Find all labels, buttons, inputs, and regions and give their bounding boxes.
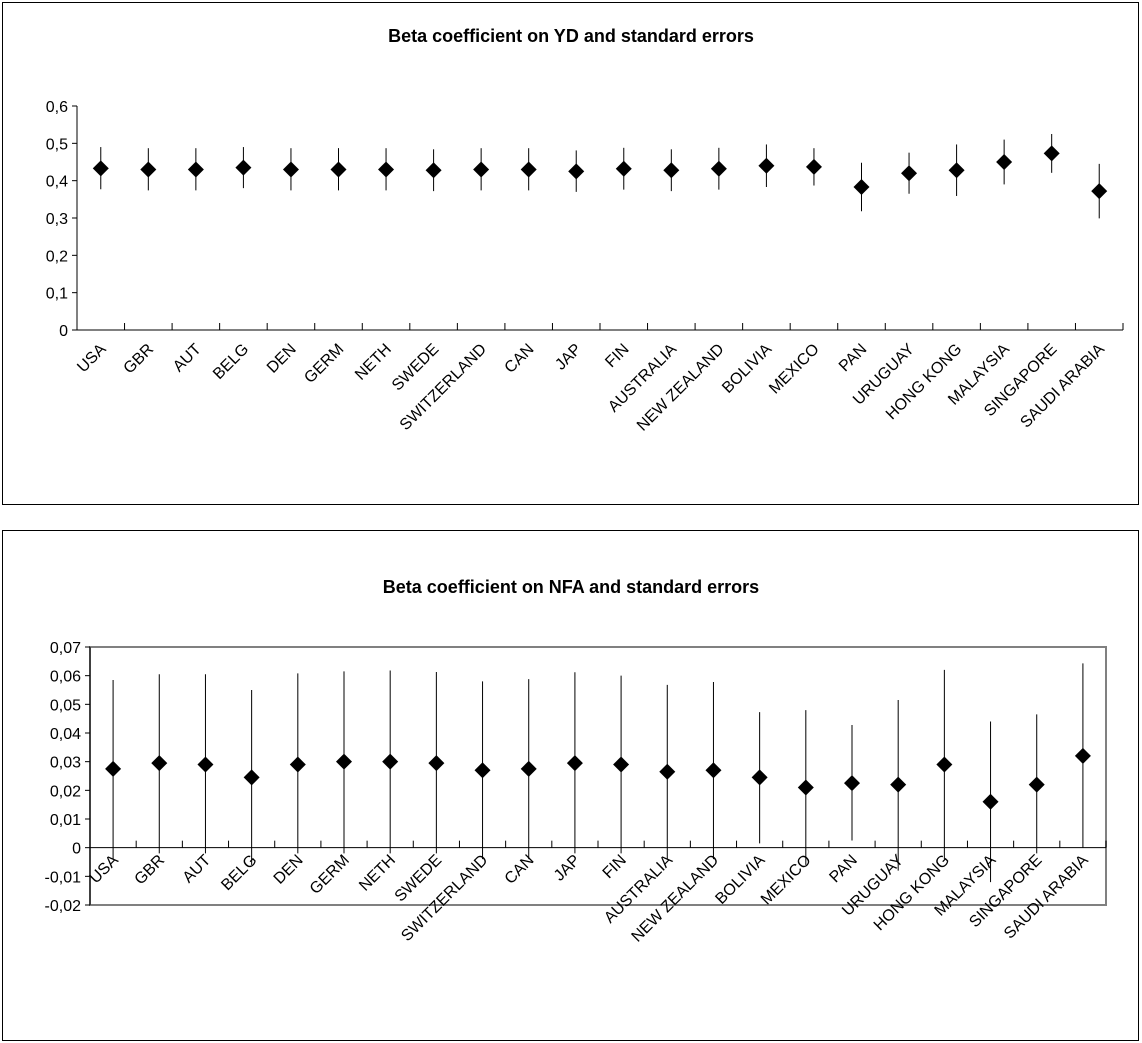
y-tick-label: 0,4 <box>46 174 68 191</box>
data-point <box>289 756 306 773</box>
data-point <box>473 161 490 178</box>
y-tick-label: 0 <box>72 841 81 858</box>
data-point <box>382 753 399 770</box>
data-point <box>710 160 727 177</box>
data-point <box>105 760 122 777</box>
data-point <box>1091 183 1108 200</box>
x-tick-label: JAP <box>552 341 585 374</box>
y-tick-label: 0,05 <box>50 697 81 714</box>
y-tick-label: 0,5 <box>46 136 68 153</box>
data-point <box>566 755 583 772</box>
x-tick-label: JAP <box>551 852 584 885</box>
x-tick-label: SWITZERLAND <box>397 341 490 434</box>
x-tick-label: BOLIVIA <box>719 341 775 397</box>
data-point <box>187 161 204 178</box>
data-point <box>758 157 775 174</box>
data-point <box>797 779 814 796</box>
x-tick-label: FIN <box>600 852 630 882</box>
yd-chart-panel: Beta coefficient on YD and standard erro… <box>2 2 1139 505</box>
x-tick-label: DEN <box>271 852 307 888</box>
data-point <box>520 760 537 777</box>
data-point <box>243 769 260 786</box>
data-point <box>659 763 676 780</box>
y-tick-label: 0,04 <box>50 726 81 743</box>
x-tick-label: GERM <box>301 341 347 387</box>
x-tick-label: SAUDI ARABIA <box>1001 852 1092 943</box>
data-point <box>425 162 442 179</box>
data-point <box>663 162 680 179</box>
x-tick-label: SWITZERLAND <box>398 852 491 945</box>
x-tick-label: CAN <box>502 341 538 377</box>
data-point <box>568 163 585 180</box>
data-point <box>1074 747 1091 764</box>
nfa-chart: Beta coefficient on NFA and standard err… <box>45 577 1107 946</box>
data-point <box>197 756 214 773</box>
data-point <box>474 762 491 779</box>
x-tick-label: GBR <box>132 852 169 889</box>
y-tick-label: 0,3 <box>46 211 68 228</box>
data-point <box>844 775 860 792</box>
x-tick-label: NETH <box>352 341 395 384</box>
x-tick-label: CAN <box>502 852 538 888</box>
x-tick-label: PAN <box>836 341 870 375</box>
data-point <box>613 756 630 773</box>
data-point <box>982 793 999 810</box>
y-tick-label: 0,02 <box>50 783 81 800</box>
data-point <box>890 776 907 793</box>
data-point <box>330 161 347 178</box>
x-tick-label: FIN <box>602 341 632 371</box>
data-point <box>751 769 768 786</box>
yd-chart: Beta coefficient on YD and standard erro… <box>46 26 1124 435</box>
x-tick-label: GBR <box>121 341 158 378</box>
data-point <box>428 755 445 772</box>
y-tick-label: -0,01 <box>45 869 82 886</box>
data-point <box>1043 145 1060 162</box>
chart-title: Beta coefficient on NFA and standard err… <box>383 577 759 597</box>
chart-title: Beta coefficient on YD and standard erro… <box>388 26 754 46</box>
data-point <box>853 179 870 196</box>
data-point <box>140 161 157 178</box>
data-point <box>936 756 953 773</box>
x-tick-label: AUT <box>180 852 215 887</box>
y-tick-label: 0,01 <box>50 812 81 829</box>
x-tick-label: GERM <box>307 852 353 898</box>
data-point <box>901 165 918 182</box>
x-tick-label: USA <box>74 341 110 377</box>
data-point <box>996 154 1013 170</box>
data-point <box>805 158 822 175</box>
x-tick-label: BELG <box>210 341 252 383</box>
data-point <box>282 161 299 178</box>
x-tick-label: NETH <box>356 852 399 895</box>
x-tick-label: USA <box>87 852 123 888</box>
y-tick-label: 0,6 <box>46 99 68 116</box>
data-point <box>705 762 722 779</box>
x-tick-label: NEW ZEALAND <box>629 852 723 946</box>
data-point <box>151 755 168 772</box>
data-point <box>92 160 109 177</box>
y-tick-label: 0,1 <box>46 286 68 303</box>
y-tick-label: 0,07 <box>50 640 81 657</box>
x-tick-label: MEXICO <box>758 852 815 909</box>
x-tick-label: BELG <box>218 852 260 894</box>
data-point <box>948 162 965 179</box>
y-tick-label: 0,2 <box>46 248 68 265</box>
data-point <box>235 159 252 176</box>
data-point <box>1028 776 1045 793</box>
x-tick-label: AUT <box>170 341 205 376</box>
nfa-chart-panel: Beta coefficient on NFA and standard err… <box>2 530 1139 1041</box>
y-tick-label: 0,03 <box>50 755 81 772</box>
y-tick-label: 0,06 <box>50 669 81 686</box>
data-point <box>520 161 537 178</box>
x-tick-label: NEW ZEALAND <box>634 341 728 435</box>
y-tick-label: 0 <box>59 323 68 340</box>
y-tick-label: -0,02 <box>45 898 82 915</box>
x-tick-label: MEXICO <box>766 341 823 398</box>
x-tick-label: PAN <box>826 852 860 886</box>
data-point <box>336 753 352 770</box>
data-point <box>615 160 632 177</box>
data-point <box>378 161 395 178</box>
x-tick-label: SAUDI ARABIA <box>1017 341 1108 432</box>
x-tick-label: DEN <box>264 341 300 377</box>
